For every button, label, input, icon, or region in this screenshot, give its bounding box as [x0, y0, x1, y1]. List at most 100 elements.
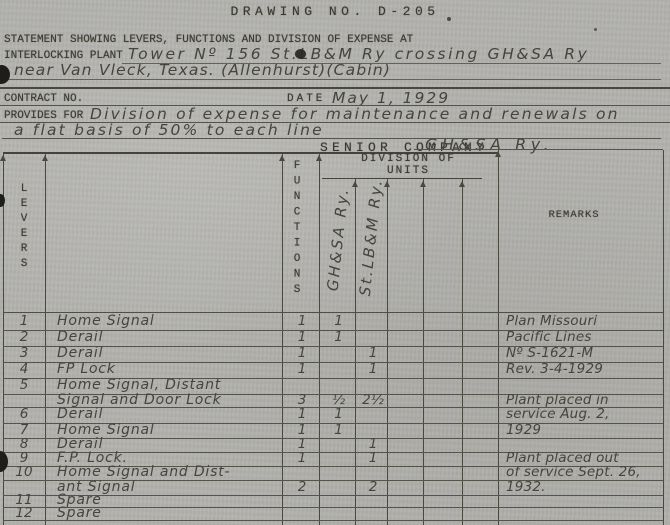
lever-number: 3 [19, 345, 29, 361]
table-row: 9 F.P. Lock. 1 1 Plant placed out [3, 450, 663, 467]
stlbm-units-value [355, 313, 391, 330]
function-description: Home Signal, Distant [57, 377, 222, 393]
functions-count: 1 [297, 450, 307, 466]
ink-speck [594, 28, 597, 31]
remarks-note: Pacific Lines [506, 329, 592, 345]
ghsa-units-value [319, 480, 358, 495]
functions-count [282, 507, 322, 520]
column-arrow-tick [0, 155, 6, 161]
ruled-line [2, 79, 661, 80]
date-label: DATE [287, 93, 326, 105]
function-description: Spare [57, 505, 102, 521]
date-value: May 1, 1929 [332, 89, 451, 107]
provides-for-value-line2: a flat basis of 50% to each line [14, 121, 324, 139]
column-arrow-tick [352, 181, 358, 187]
column-arrow-tick [420, 181, 426, 187]
lever-number: 8 [19, 436, 29, 452]
functions-count: 1 [297, 329, 307, 345]
lever-number: 2 [19, 329, 29, 345]
ghsa-units-value: 1 [334, 313, 343, 329]
unit-subcolumn-border [387, 179, 388, 525]
functions-column-header: FUNCTIONS [291, 160, 303, 300]
column-arrow-tick [384, 181, 390, 187]
interlocking-plant-label: INTERLOCKING PLANT [4, 50, 123, 62]
functions-count: 1 [297, 436, 307, 452]
functions-count [282, 466, 322, 480]
stlbm-units-value [355, 330, 391, 346]
ruled-line [0, 105, 670, 106]
remarks-note: of service Sept. 26, [506, 464, 641, 480]
remarks-note: service Aug. 2, [506, 406, 610, 422]
ink-blot [295, 49, 306, 59]
ghsa-railway-column-header: GH&SA Ry. [323, 186, 353, 292]
unit-subcolumn-border [355, 179, 356, 525]
function-description: Derail [57, 345, 104, 361]
lever-number: 1 [19, 313, 29, 329]
function-description: FP Lock [57, 361, 116, 377]
table-left-border [3, 153, 4, 525]
lever-number: 5 [19, 377, 29, 393]
remarks-note: Rev. 3-4-1929 [506, 361, 604, 377]
ghsa-units-value [319, 495, 358, 507]
stlbm-units-value: 1 [368, 345, 378, 361]
column-arrow-tick [316, 155, 322, 161]
functions-count: 1 [297, 313, 307, 329]
plant-name-line2: near Van Vleck, Texas. (Allenhurst)(Cabi… [14, 61, 392, 79]
functions-count: 1 [297, 406, 307, 422]
remarks-note [498, 495, 670, 507]
function-description: Home Signal [57, 422, 155, 438]
remarks-note: Plan Missouri [506, 313, 598, 329]
table-row: ant Signal 2 2 1932. [3, 480, 663, 496]
function-description: Derail [57, 329, 104, 345]
ghsa-units-value [319, 466, 358, 480]
functions-count: 1 [297, 361, 307, 377]
table-row: 7 Home Signal 1 1 1929 [3, 423, 663, 439]
remarks-note [498, 507, 670, 520]
ruled-line [122, 63, 661, 64]
lever-number: 4 [19, 361, 29, 377]
functions-column-border [282, 153, 283, 525]
table-row: 6 Derail 1 1 service Aug. 2, [3, 407, 663, 424]
ink-speck [447, 17, 451, 21]
remarks-column-header: REMARKS [548, 209, 600, 221]
senior-company-label: SENIOR COMPANY [320, 140, 489, 155]
remarks-note: 1932. [506, 479, 546, 495]
stlbm-units-value: 1 [368, 436, 378, 452]
contract-no-label: CONTRACT NO. [4, 93, 84, 105]
table-row: 4 FP Lock 1 1 Rev. 3-4-1929 [3, 362, 663, 379]
functions-count: 2 [297, 479, 307, 495]
table-row: 3 Derail 1 1 Nº S-1621-M [3, 346, 663, 363]
division-of-units-header-line2: UNITS [386, 165, 430, 177]
remarks-note: 1929 [506, 422, 542, 438]
provides-for-label: PROVIDES FOR [4, 110, 84, 122]
levers-column-header: LEVERS [18, 183, 30, 273]
table-row: 10 Home Signal and Dist- of service Sept… [3, 464, 663, 481]
ink-blot [0, 451, 8, 472]
ruled-line [0, 122, 670, 123]
stlbm-railway-column-header: St.LB&M Ry. [355, 177, 387, 297]
ruled-line [414, 149, 663, 150]
stlbm-units-value [355, 520, 391, 525]
division-of-units-header-line1: DIVISION OF [361, 153, 456, 165]
ghsa-units-value: ½ [331, 392, 346, 408]
table-row [3, 520, 663, 525]
table-row: 1 Home Signal 1 1 Plan Missouri [3, 313, 663, 331]
table-row: 5 Home Signal, Distant [3, 378, 663, 395]
ink-blot [0, 194, 5, 207]
remarks-note: Plant placed in [506, 392, 609, 408]
stlbm-units-value: 1 [368, 450, 378, 466]
table-row: 11 Spare [3, 493, 663, 508]
table-top-border [3, 152, 498, 154]
function-description: F.P. Lock. [57, 450, 128, 466]
lever-number: 10 [15, 464, 33, 480]
units-header-underline [322, 178, 482, 179]
column-arrow-tick [459, 181, 465, 187]
column-arrow-tick [495, 151, 501, 157]
ruled-line [2, 138, 661, 139]
functions-count: 3 [297, 392, 307, 408]
remarks-column-border [498, 150, 499, 525]
header-bottom-border [3, 312, 663, 313]
drawing-number-title: DRAWING NO. D-205 [230, 4, 440, 19]
ghsa-units-value: 1 [334, 329, 343, 345]
